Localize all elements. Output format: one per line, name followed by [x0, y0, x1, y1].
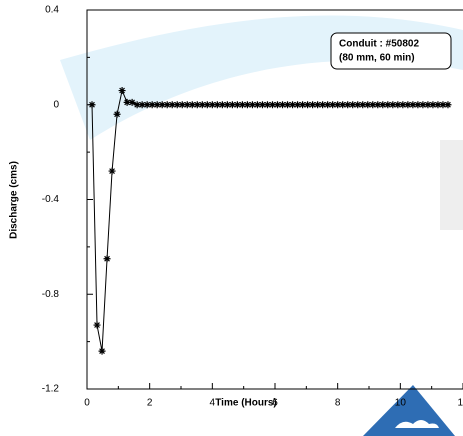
y-tick-label: 0: [53, 99, 59, 110]
point-marker: [263, 101, 271, 109]
x-tick-label: 12: [457, 398, 463, 409]
point-marker: [334, 101, 342, 109]
point-marker: [203, 101, 211, 109]
x-axis-label: Time (Hours): [215, 398, 277, 409]
point-marker: [153, 101, 161, 109]
point-marker: [274, 101, 282, 109]
point-marker: [113, 110, 121, 118]
annotation-box: [330, 32, 452, 70]
point-marker: [183, 101, 191, 109]
point-marker: [93, 321, 101, 329]
point-marker: [123, 98, 131, 106]
point-marker: [429, 101, 437, 109]
point-marker: [133, 101, 141, 109]
point-marker: [349, 101, 357, 109]
x-tick-label: 6: [272, 398, 278, 409]
y-tick-label: -0.8: [42, 289, 60, 300]
annotation-line: Conduit : #50802: [339, 39, 419, 50]
point-marker: [384, 101, 392, 109]
point-marker: [213, 101, 221, 109]
series-line: [91, 88, 448, 352]
point-marker: [329, 101, 337, 109]
point-marker: [434, 101, 442, 109]
point-marker: [439, 101, 447, 109]
point-marker: [314, 101, 322, 109]
y-tick-label: -0.4: [42, 194, 60, 205]
x-tick-label: 8: [335, 398, 341, 409]
point-marker: [188, 101, 196, 109]
point-marker: [98, 347, 106, 355]
point-marker: [404, 101, 412, 109]
point-marker: [163, 101, 171, 109]
point-marker: [143, 101, 151, 109]
point-marker: [319, 101, 327, 109]
point-marker: [289, 101, 297, 109]
y-axis-label: Discharge (cms): [9, 161, 20, 239]
point-marker: [248, 101, 256, 109]
point-marker: [118, 87, 126, 95]
point-marker: [108, 167, 116, 175]
logo: [363, 385, 455, 436]
point-marker: [258, 101, 266, 109]
watermark-block: [440, 140, 463, 230]
point-marker: [414, 101, 422, 109]
point-marker: [158, 101, 166, 109]
point-marker: [364, 101, 372, 109]
point-marker: [148, 101, 156, 109]
point-marker: [374, 101, 382, 109]
point-marker: [419, 101, 427, 109]
point-marker: [279, 101, 287, 109]
point-marker: [339, 101, 347, 109]
point-marker: [354, 101, 362, 109]
point-marker: [369, 101, 377, 109]
point-marker: [208, 101, 216, 109]
point-marker: [304, 101, 312, 109]
point-marker: [128, 98, 136, 106]
logo-cloud: [395, 420, 439, 428]
point-marker: [178, 101, 186, 109]
point-marker: [88, 101, 96, 109]
point-marker: [173, 101, 181, 109]
x-tick-label: 2: [147, 398, 153, 409]
point-marker: [409, 101, 417, 109]
point-marker: [399, 101, 407, 109]
point-marker: [309, 101, 317, 109]
point-marker: [103, 255, 111, 263]
point-marker: [344, 101, 352, 109]
x-tick-label: 0: [84, 398, 90, 409]
point-marker: [228, 101, 236, 109]
point-marker: [394, 101, 402, 109]
point-marker: [299, 101, 307, 109]
point-marker: [284, 101, 292, 109]
point-marker: [223, 101, 231, 109]
point-marker: [193, 101, 201, 109]
x-tick-label: 10: [395, 398, 407, 409]
point-marker: [243, 101, 251, 109]
point-marker: [198, 101, 206, 109]
x-tick-label: 4: [210, 398, 216, 409]
point-marker: [379, 101, 387, 109]
point-marker: [253, 101, 261, 109]
point-marker: [238, 101, 246, 109]
point-marker: [218, 101, 226, 109]
point-marker: [268, 101, 276, 109]
point-marker: [324, 101, 332, 109]
y-tick-label: -1.2: [42, 384, 60, 395]
point-marker: [138, 101, 146, 109]
point-marker: [389, 101, 397, 109]
point-marker: [444, 101, 452, 109]
point-marker: [294, 101, 302, 109]
point-marker: [233, 101, 241, 109]
point-marker: [424, 101, 432, 109]
annotation-line: (80 mm, 60 min): [339, 53, 415, 64]
point-marker: [359, 101, 367, 109]
y-tick-label: 0.4: [45, 5, 59, 16]
point-marker: [168, 101, 176, 109]
